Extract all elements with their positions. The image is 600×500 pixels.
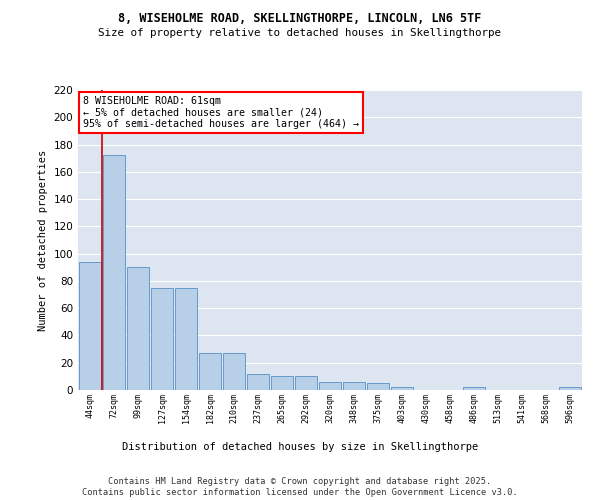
Bar (151, 288, 173, 390)
Text: Contains HM Land Registry data © Crown copyright and database right 2025.
Contai: Contains HM Land Registry data © Crown c… (82, 478, 518, 497)
Bar (295, 376, 317, 390)
Y-axis label: Number of detached properties: Number of detached properties (38, 150, 48, 330)
Bar (343, 382, 365, 390)
Text: Size of property relative to detached houses in Skellingthorpe: Size of property relative to detached ho… (98, 28, 502, 38)
Text: 8, WISEHOLME ROAD, SKELLINGTHORPE, LINCOLN, LN6 5TF: 8, WISEHOLME ROAD, SKELLINGTHORPE, LINCO… (118, 12, 482, 26)
Text: Distribution of detached houses by size in Skellingthorpe: Distribution of detached houses by size … (122, 442, 478, 452)
Bar (247, 374, 269, 390)
Bar (199, 353, 221, 390)
Bar (559, 388, 581, 390)
Bar (463, 388, 485, 390)
Bar (319, 382, 341, 390)
Bar (391, 388, 413, 390)
Bar (103, 156, 125, 390)
Bar (271, 376, 293, 390)
Bar (175, 288, 197, 390)
Text: 8 WISEHOLME ROAD: 61sqm
← 5% of detached houses are smaller (24)
95% of semi-det: 8 WISEHOLME ROAD: 61sqm ← 5% of detached… (83, 96, 359, 129)
Bar (367, 383, 389, 390)
Bar (79, 262, 101, 390)
Bar (223, 353, 245, 390)
Bar (127, 268, 149, 390)
